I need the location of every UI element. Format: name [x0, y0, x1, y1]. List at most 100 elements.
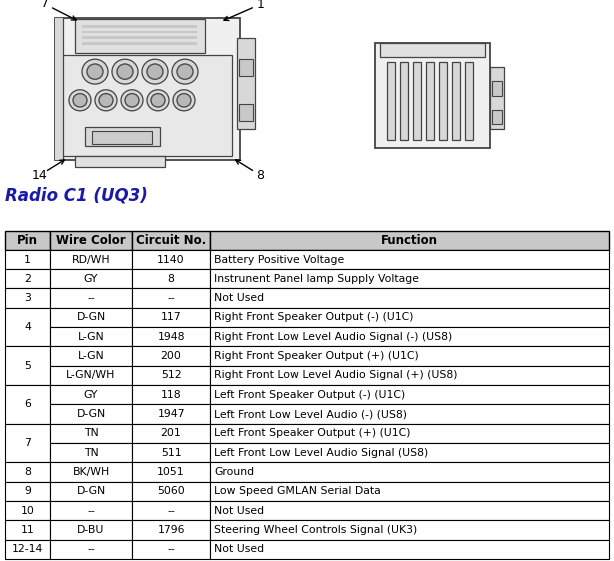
Bar	[132, 347, 211, 366]
Text: 1140: 1140	[157, 255, 185, 264]
Circle shape	[142, 59, 168, 84]
Bar	[439, 62, 447, 140]
Text: 117: 117	[161, 312, 181, 323]
Bar	[50, 327, 132, 347]
Bar	[132, 231, 211, 250]
Bar	[132, 540, 211, 559]
Text: Ground: Ground	[214, 467, 254, 477]
Text: 11: 11	[21, 525, 34, 535]
Bar	[5, 231, 50, 250]
Bar	[50, 443, 132, 462]
Bar	[50, 521, 132, 540]
Text: L-GN: L-GN	[77, 351, 104, 361]
Bar	[132, 366, 211, 385]
Circle shape	[173, 90, 195, 111]
Circle shape	[82, 59, 108, 84]
Bar	[82, 42, 197, 45]
Bar	[211, 385, 609, 404]
Circle shape	[87, 64, 103, 79]
FancyBboxPatch shape	[239, 59, 253, 76]
Text: 1948: 1948	[157, 332, 185, 342]
Bar	[132, 288, 211, 308]
Bar	[5, 521, 50, 540]
Bar	[82, 25, 197, 27]
Circle shape	[147, 90, 169, 111]
Text: Left Front Low Level Audio Signal (US8): Left Front Low Level Audio Signal (US8)	[214, 448, 429, 458]
Bar	[211, 288, 609, 308]
Bar	[211, 443, 609, 462]
Bar	[211, 308, 609, 327]
Text: Right Front Low Level Audio Signal (-) (US8): Right Front Low Level Audio Signal (-) (…	[214, 332, 453, 342]
Text: 1947: 1947	[157, 409, 185, 419]
Bar	[211, 404, 609, 424]
Text: --: --	[87, 544, 95, 554]
Bar	[82, 36, 197, 39]
Text: 12-14: 12-14	[12, 544, 43, 554]
Bar	[50, 385, 132, 404]
Bar	[5, 482, 50, 501]
FancyBboxPatch shape	[492, 110, 502, 124]
Bar	[50, 288, 132, 308]
Bar	[211, 540, 609, 559]
Bar	[5, 385, 50, 424]
Circle shape	[147, 64, 163, 79]
Bar	[132, 462, 211, 482]
Bar	[5, 462, 50, 482]
Text: 200: 200	[161, 351, 182, 361]
Bar	[132, 385, 211, 404]
Circle shape	[69, 90, 91, 111]
Bar	[5, 288, 50, 308]
Bar	[50, 482, 132, 501]
Text: 1051: 1051	[157, 467, 185, 477]
Bar	[50, 462, 132, 482]
Bar	[211, 250, 609, 269]
Bar	[5, 308, 50, 347]
Circle shape	[177, 94, 191, 107]
Circle shape	[95, 90, 117, 111]
Text: 6: 6	[24, 399, 31, 410]
Text: Steering Wheel Controls Signal (UK3): Steering Wheel Controls Signal (UK3)	[214, 525, 418, 535]
Bar	[132, 424, 211, 443]
Bar	[5, 250, 50, 269]
Bar	[132, 269, 211, 288]
Bar	[55, 18, 63, 159]
Text: Function: Function	[381, 234, 438, 247]
Bar	[211, 231, 609, 250]
Text: 7: 7	[41, 0, 49, 11]
Bar	[50, 501, 132, 521]
Text: 512: 512	[161, 370, 181, 380]
Circle shape	[99, 94, 113, 107]
Text: --: --	[87, 506, 95, 516]
Bar	[5, 540, 50, 559]
Text: D-GN: D-GN	[76, 312, 106, 323]
Text: --: --	[87, 293, 95, 303]
Circle shape	[117, 64, 133, 79]
Text: 201: 201	[161, 429, 181, 439]
FancyBboxPatch shape	[75, 19, 205, 53]
Bar	[50, 424, 132, 443]
Bar	[132, 501, 211, 521]
Bar	[132, 308, 211, 327]
FancyBboxPatch shape	[492, 81, 502, 95]
Text: Right Front Low Level Audio Signal (+) (US8): Right Front Low Level Audio Signal (+) (…	[214, 370, 457, 380]
Text: 5: 5	[24, 361, 31, 371]
Bar	[50, 308, 132, 327]
Text: BK/WH: BK/WH	[72, 467, 110, 477]
Text: 8: 8	[24, 467, 31, 477]
Text: 9: 9	[24, 486, 31, 496]
FancyBboxPatch shape	[239, 104, 253, 121]
Bar	[132, 250, 211, 269]
Text: Left Front Speaker Output (+) (U1C): Left Front Speaker Output (+) (U1C)	[214, 429, 411, 439]
Text: Battery Positive Voltage: Battery Positive Voltage	[214, 255, 344, 264]
Bar	[132, 327, 211, 347]
Text: 8: 8	[168, 274, 174, 284]
Text: Circuit No.: Circuit No.	[136, 234, 206, 247]
Circle shape	[177, 64, 193, 79]
Text: Not Used: Not Used	[214, 544, 264, 554]
Bar	[50, 366, 132, 385]
FancyBboxPatch shape	[62, 56, 232, 156]
Text: 118: 118	[161, 390, 181, 400]
Bar	[211, 347, 609, 366]
Bar	[50, 250, 132, 269]
Text: 8: 8	[256, 168, 264, 182]
